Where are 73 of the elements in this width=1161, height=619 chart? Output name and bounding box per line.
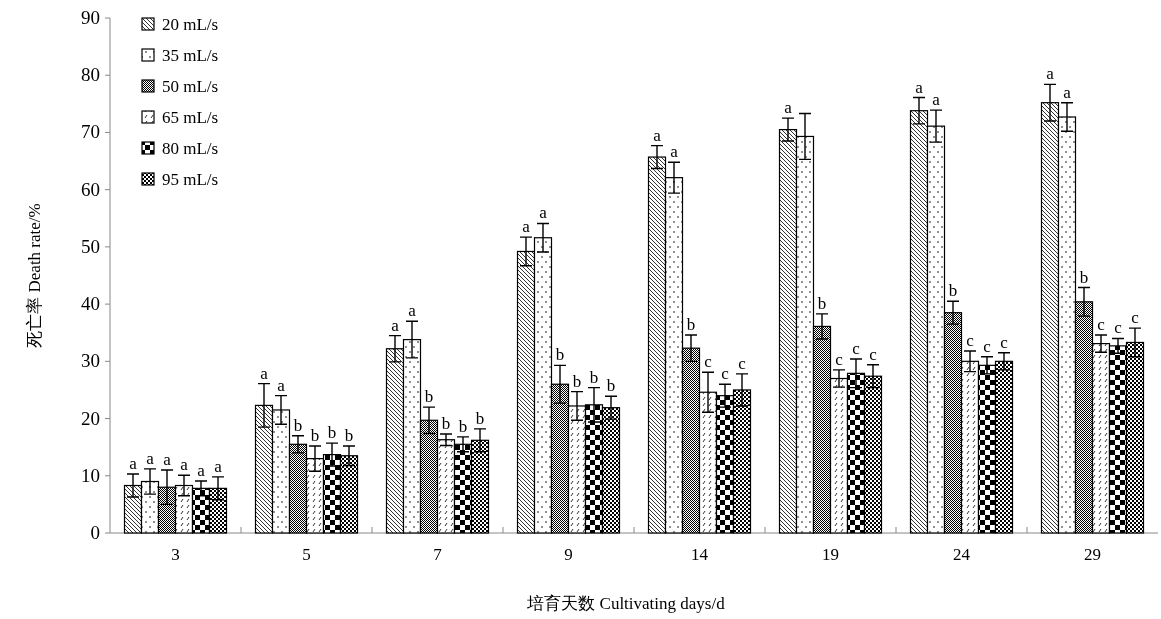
data-label: a (129, 454, 138, 474)
data-label: b (441, 414, 451, 434)
x-tick-label: 24 (953, 545, 971, 564)
y-tick-label: 30 (81, 350, 100, 372)
data-label: b (589, 367, 599, 387)
legend-label: 80 mL/s (162, 139, 219, 158)
data-label: a (539, 203, 548, 223)
data-label: c (983, 336, 992, 356)
data-label: b (475, 408, 485, 428)
legend-label: 35 mL/s (162, 46, 219, 65)
data-label: a (146, 448, 155, 468)
y-tick-label: 80 (81, 64, 100, 86)
data-label: a (197, 460, 206, 480)
data-label: a (932, 90, 941, 110)
data-label: a (260, 363, 269, 383)
x-tick-label: 19 (822, 545, 839, 564)
data-label: c (852, 339, 861, 359)
data-label: b (424, 387, 434, 407)
x-tick-label: 7 (433, 545, 443, 564)
data-label: c (721, 364, 730, 384)
legend-label: 95 mL/s (162, 170, 219, 189)
data-label: c (704, 352, 713, 372)
x-tick-label: 29 (1084, 545, 1101, 564)
legend-label: 50 mL/s (162, 77, 219, 96)
data-label: a (915, 77, 924, 97)
y-tick-label: 40 (81, 293, 100, 315)
y-tick-label: 70 (81, 121, 100, 143)
data-label: c (1000, 332, 1009, 352)
y-tick-label: 90 (81, 7, 100, 28)
data-label: c (1097, 315, 1106, 335)
data-label: b (1079, 267, 1089, 287)
data-label: c (1131, 308, 1140, 328)
y-tick-label: 50 (81, 235, 100, 257)
data-label: a (408, 301, 417, 321)
data-label: a (163, 450, 172, 470)
y-tick-label: 20 (81, 407, 100, 429)
y-tick-label: 0 (90, 522, 100, 543)
y-axis-title: 死亡率 Death rate/% (25, 203, 44, 348)
data-label: b (458, 416, 468, 436)
x-tick-label: 3 (171, 545, 180, 564)
data-label: b (293, 415, 303, 435)
x-tick-label: 5 (302, 545, 311, 564)
data-label: b (572, 371, 582, 391)
x-axis-title: 培育天数 Cultivating days/d (526, 594, 726, 613)
data-label: a (1046, 64, 1055, 84)
data-label: a (522, 217, 531, 237)
data-label: c (1114, 318, 1123, 338)
legend-label: 65 mL/s (162, 108, 219, 127)
data-label: a (1063, 82, 1072, 102)
data-label: a (670, 142, 679, 162)
data-label: b (310, 426, 320, 446)
data-label: a (653, 125, 662, 145)
data-label: a (277, 375, 286, 395)
data-label: c (835, 349, 844, 369)
x-tick-label: 14 (691, 545, 709, 564)
data-label: b (327, 423, 337, 443)
data-label: b (948, 281, 958, 301)
y-tick-label: 10 (81, 464, 100, 486)
data-label: b (344, 426, 354, 446)
x-tick-label: 9 (564, 545, 573, 564)
legend-label: 20 mL/s (162, 15, 219, 34)
data-label: b (555, 345, 565, 365)
data-label: a (214, 456, 223, 476)
data-label: b (686, 315, 696, 335)
data-label: a (180, 455, 189, 475)
data-label: c (738, 353, 747, 373)
data-label: c (869, 344, 878, 364)
data-label: a (784, 98, 793, 118)
data-label: c (966, 331, 975, 351)
data-label: a (391, 315, 400, 335)
data-label: b (606, 376, 616, 396)
y-tick-label: 60 (81, 178, 100, 200)
data-label: b (817, 293, 827, 313)
